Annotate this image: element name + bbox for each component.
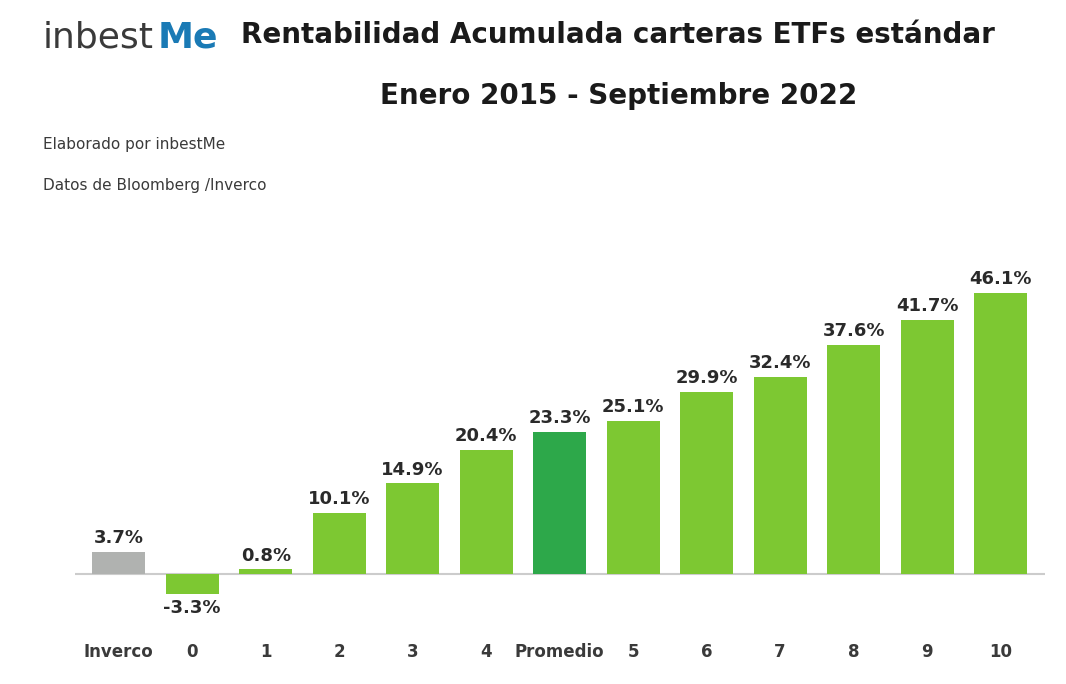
Text: Elaborado por inbestMe: Elaborado por inbestMe xyxy=(43,137,225,152)
Bar xyxy=(165,575,219,594)
Bar xyxy=(459,450,513,575)
Text: Rentabilidad Acumulada carteras ETFs estándar: Rentabilidad Acumulada carteras ETFs est… xyxy=(241,21,996,49)
Text: 37.6%: 37.6% xyxy=(822,322,885,340)
Bar xyxy=(312,513,366,575)
Text: 10.1%: 10.1% xyxy=(308,490,370,508)
Text: Datos de Bloomberg /Inverco: Datos de Bloomberg /Inverco xyxy=(43,178,266,193)
Text: 46.1%: 46.1% xyxy=(969,270,1032,288)
Text: 41.7%: 41.7% xyxy=(895,297,958,315)
Text: 3.7%: 3.7% xyxy=(94,529,144,547)
Text: 20.4%: 20.4% xyxy=(455,427,517,445)
Bar xyxy=(386,484,439,575)
Text: Me: Me xyxy=(158,21,219,55)
Bar xyxy=(974,293,1027,575)
Bar xyxy=(239,570,292,575)
Text: 23.3%: 23.3% xyxy=(529,409,591,428)
Bar xyxy=(754,377,807,575)
Text: -3.3%: -3.3% xyxy=(163,599,221,618)
Bar xyxy=(901,320,954,575)
Text: 32.4%: 32.4% xyxy=(749,354,811,371)
Bar xyxy=(680,392,733,575)
Text: 25.1%: 25.1% xyxy=(602,398,664,417)
Text: inbest: inbest xyxy=(43,21,154,55)
Bar xyxy=(533,432,586,575)
Text: 14.9%: 14.9% xyxy=(382,460,443,479)
Bar xyxy=(93,552,145,575)
Bar xyxy=(827,345,881,575)
Bar xyxy=(607,421,660,575)
Text: 29.9%: 29.9% xyxy=(676,369,738,387)
Text: 0.8%: 0.8% xyxy=(241,547,291,564)
Text: Enero 2015 - Septiembre 2022: Enero 2015 - Septiembre 2022 xyxy=(379,82,857,110)
